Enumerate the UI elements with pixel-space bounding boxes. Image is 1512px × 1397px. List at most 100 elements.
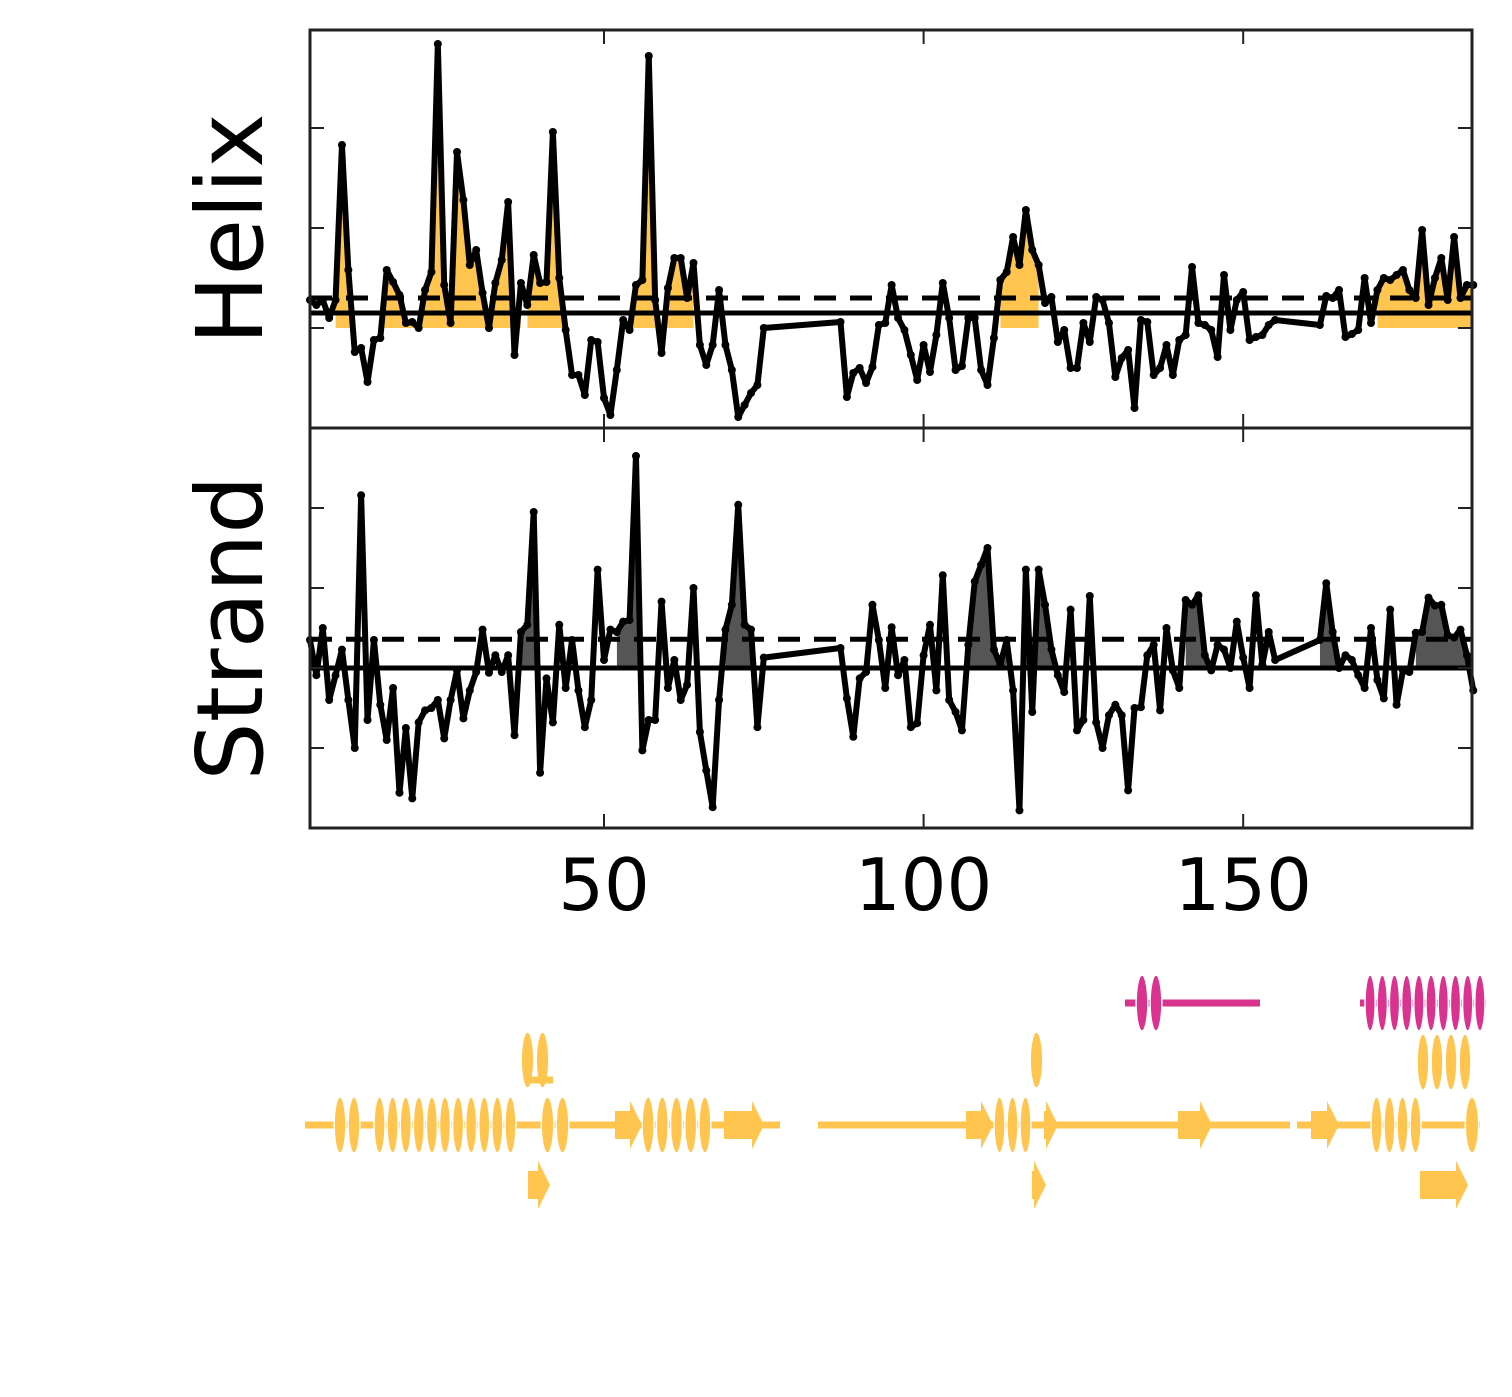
data-point (683, 294, 692, 302)
data-point (836, 644, 845, 652)
data-point (612, 366, 621, 374)
data-point (1347, 330, 1356, 338)
data-point (587, 696, 596, 704)
data-point (644, 52, 653, 60)
data-point (1462, 651, 1471, 660)
data-point (312, 671, 321, 680)
data-point (350, 744, 359, 752)
data-point (344, 266, 353, 274)
data-point (1136, 316, 1145, 324)
helix-turn (1006, 1096, 1019, 1154)
helix-turn (1396, 1096, 1409, 1154)
data-point (1226, 664, 1235, 672)
data-point (1245, 684, 1254, 692)
data-point (1098, 296, 1107, 304)
data-point (357, 344, 366, 352)
data-point (1443, 296, 1452, 304)
data-point (478, 625, 487, 634)
data-point (676, 696, 685, 704)
data-line (308, 41, 1474, 420)
data-point (906, 723, 915, 732)
helix-turn (1458, 1033, 1472, 1091)
data-point (1117, 354, 1126, 362)
data-point (612, 628, 621, 636)
data-point (913, 376, 922, 384)
data-point (964, 314, 973, 322)
data-point (1411, 294, 1420, 302)
data-point (1104, 319, 1113, 327)
data-point (715, 286, 724, 294)
data-point (446, 696, 455, 704)
data-point (734, 500, 743, 509)
data-point (657, 349, 666, 357)
data-point (753, 723, 762, 732)
data-point (932, 686, 941, 695)
data-point (625, 326, 634, 334)
data-point (433, 40, 442, 48)
data-point (600, 656, 609, 664)
x-tick-label: 50 (558, 843, 650, 927)
data-point (1072, 364, 1081, 372)
data-point (1130, 704, 1139, 712)
data-point (932, 331, 941, 339)
data-point (1424, 301, 1433, 309)
data-point (862, 379, 871, 387)
data-point (325, 314, 334, 322)
data-point (1060, 688, 1069, 696)
data-point (1066, 364, 1075, 372)
data-point (881, 319, 890, 327)
strand-arrow (615, 1101, 642, 1149)
data-point (938, 571, 947, 580)
data-point (1450, 233, 1459, 241)
data-point (1367, 624, 1376, 632)
data-point (1194, 591, 1203, 600)
data-point (606, 411, 615, 419)
data-point (951, 366, 960, 374)
strand-arrow (966, 1101, 993, 1149)
data-point (421, 286, 430, 294)
data-point (312, 301, 321, 309)
data-point (1104, 711, 1113, 720)
data-point (651, 296, 660, 304)
data-point (1315, 321, 1324, 329)
y-axis-label: Strand (177, 475, 284, 780)
panel-frame (308, 426, 1474, 830)
data-point (670, 656, 679, 664)
data-point (1015, 806, 1024, 815)
strand-arrow (1420, 1161, 1468, 1209)
helix-turn (1383, 1096, 1396, 1154)
data-point (945, 314, 954, 322)
data-point (906, 351, 915, 359)
data-point (382, 266, 391, 274)
data-point (747, 625, 756, 634)
data-point (337, 141, 346, 149)
data-point (887, 623, 896, 632)
data-point (759, 324, 768, 332)
data-point (389, 278, 398, 286)
data-point (842, 393, 851, 401)
data-point (580, 723, 589, 732)
helix-turn (412, 1096, 426, 1154)
data-point (1092, 718, 1101, 727)
data-point (484, 668, 493, 677)
data-point (1181, 596, 1190, 604)
data-point (1245, 336, 1254, 344)
data-point (395, 291, 404, 299)
data-point (318, 624, 327, 632)
x-tick-label: 100 (855, 843, 992, 927)
helix-turn (1364, 974, 1376, 1032)
data-point (1168, 666, 1177, 675)
data-point (1264, 321, 1273, 329)
data-point (721, 341, 730, 349)
data-point (1009, 686, 1018, 695)
data-point (369, 336, 378, 344)
data-point (516, 279, 525, 287)
data-point (472, 246, 481, 254)
data-point (1239, 653, 1248, 662)
data-point (1175, 336, 1184, 344)
data-point (638, 746, 647, 755)
data-point (497, 668, 506, 676)
data-point (1430, 601, 1439, 610)
data-point (459, 196, 468, 204)
